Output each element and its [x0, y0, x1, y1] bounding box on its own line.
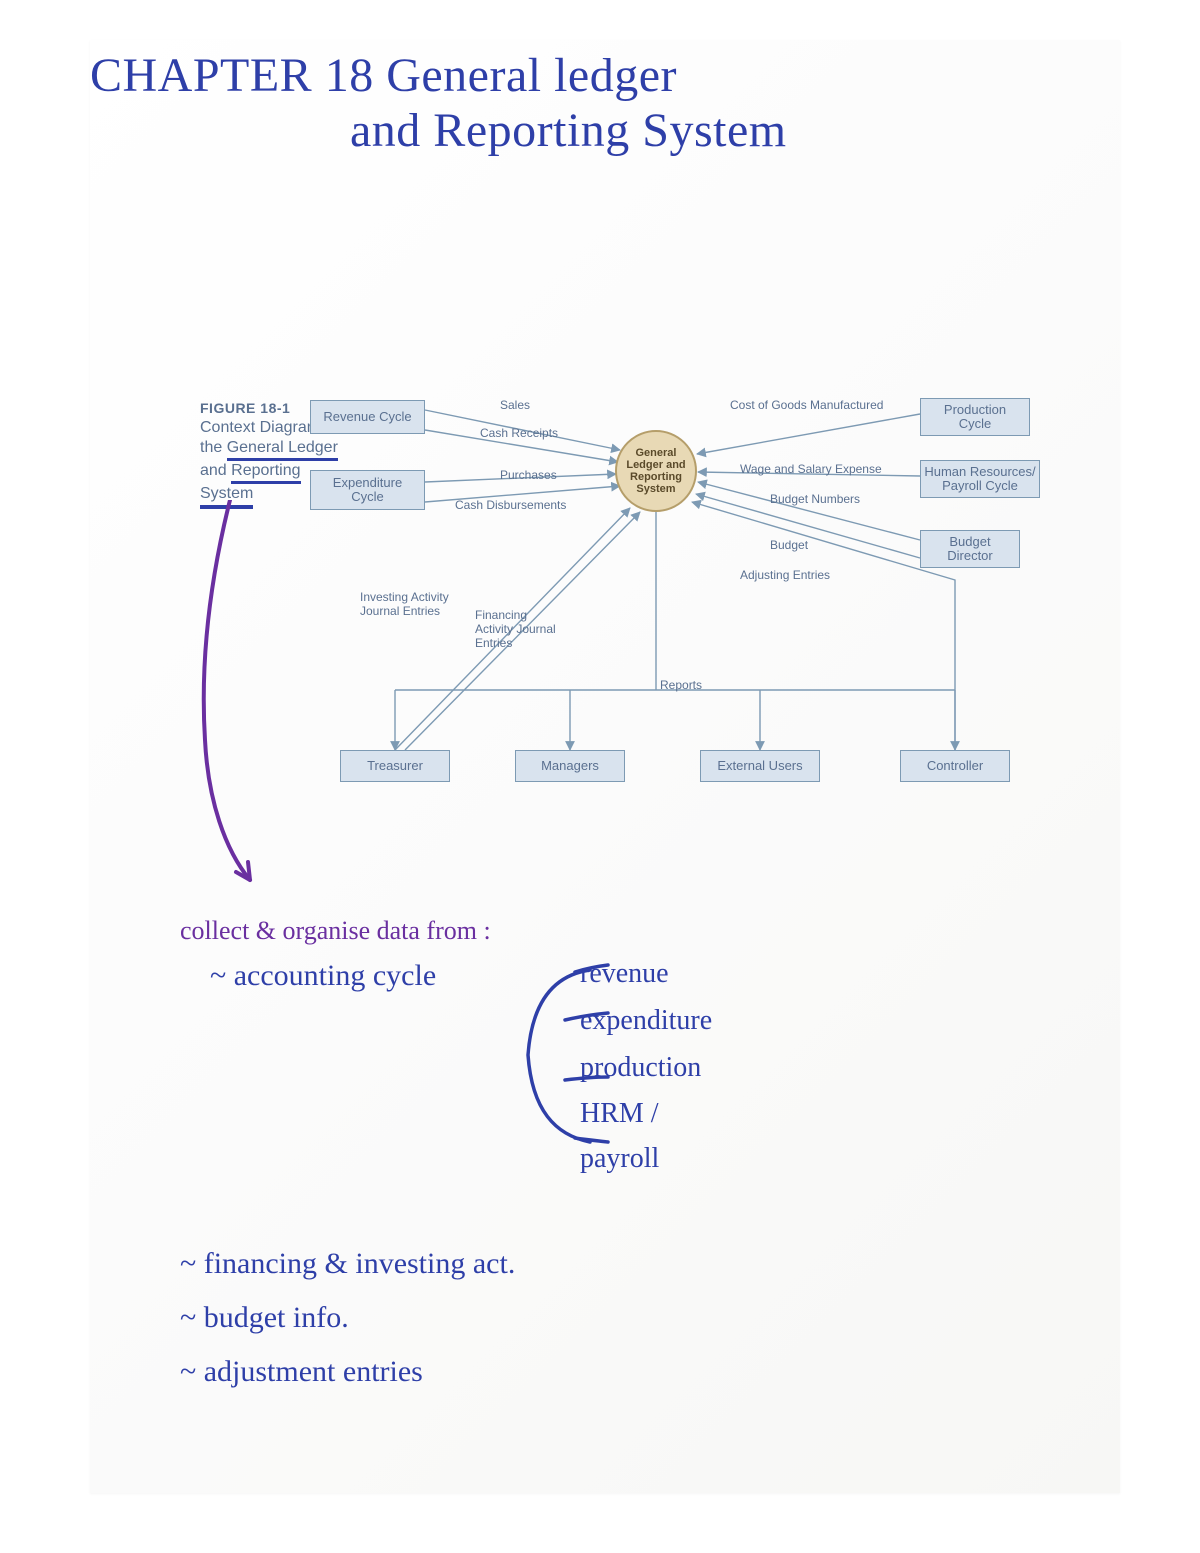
notes-bullet-accounting: ~ accounting cycle — [210, 952, 515, 1000]
node-budget: BudgetDirector — [920, 530, 1020, 568]
cycle-production: production — [580, 1046, 712, 1091]
node-external: External Users — [700, 750, 820, 782]
edge-label-4: Cost of Goods Manufactured — [730, 398, 883, 412]
edge-label-10: FinancingActivity JournalEntries — [475, 608, 556, 650]
node-managers: Managers — [515, 750, 625, 782]
notes-block: collect & organise data from : ~ account… — [180, 910, 515, 1402]
page-title: CHAPTER 18 General ledger and Reporting … — [90, 48, 787, 158]
node-treasurer: Treasurer — [340, 750, 450, 782]
node-controller: Controller — [900, 750, 1010, 782]
node-revenue: Revenue Cycle — [310, 400, 425, 434]
edge-label-7: Budget — [770, 538, 808, 552]
edge-label-2: Purchases — [500, 468, 557, 482]
notes-bullet-adjust: ~ adjustment entries — [180, 1348, 515, 1396]
title-line1: CHAPTER 18 General ledger — [90, 49, 677, 102]
title-line2: and Reporting System — [350, 103, 787, 158]
edge-label-11: Reports — [660, 678, 702, 692]
edge-label-9: Investing ActivityJournal Entries — [360, 590, 449, 618]
notes-bullet-budget: ~ budget info. — [180, 1294, 515, 1342]
edge-label-5: Wage and Salary Expense — [740, 462, 882, 476]
node-hr: Human Resources/Payroll Cycle — [920, 460, 1040, 498]
node-center: GeneralLedger andReportingSystem — [615, 430, 697, 512]
node-prod: ProductionCycle — [920, 398, 1030, 436]
node-expend: ExpenditureCycle — [310, 470, 425, 510]
page: CHAPTER 18 General ledger and Reporting … — [0, 0, 1200, 1553]
cycle-list: revenue expenditure production HRM / pay… — [580, 952, 712, 1184]
cycle-hrm: HRM / payroll — [580, 1092, 712, 1182]
notes-heading: collect & organise data from : — [180, 910, 515, 952]
edge-label-6: Budget Numbers — [770, 492, 860, 506]
cycle-expenditure: expenditure — [580, 999, 712, 1044]
notes-bullet-financing: ~ financing & investing act. — [180, 1240, 515, 1288]
edge-label-8: Adjusting Entries — [740, 568, 830, 582]
notes-bullets: ~ financing & investing act. ~ budget in… — [180, 1240, 515, 1396]
edge-label-1: Cash Receipts — [480, 426, 558, 440]
cycle-revenue: revenue — [580, 952, 712, 997]
edge-label-3: Cash Disbursements — [455, 498, 566, 512]
context-diagram: Revenue Cycle ExpenditureCycle GeneralLedg… — [300, 390, 1040, 820]
edge-label-0: Sales — [500, 398, 530, 412]
